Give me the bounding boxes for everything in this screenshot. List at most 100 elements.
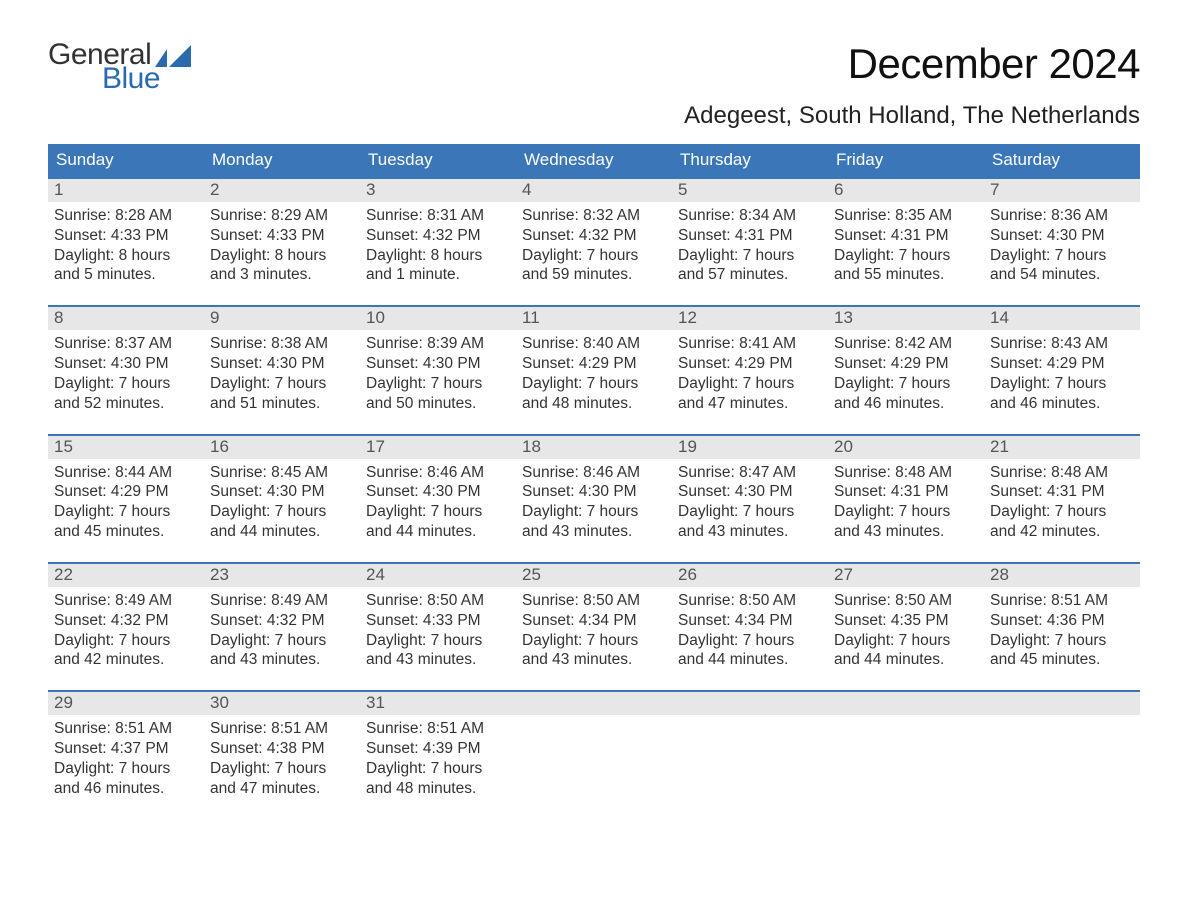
day-number-row: 17	[360, 436, 516, 459]
day-body: Sunrise: 8:51 AMSunset: 4:36 PMDaylight:…	[984, 587, 1140, 676]
daylight-line1: Daylight: 7 hours	[210, 374, 354, 394]
day-number-row: 30	[204, 692, 360, 715]
day-number: 11	[522, 308, 540, 327]
daylight-line1: Daylight: 7 hours	[678, 502, 822, 522]
daylight-line1: Daylight: 7 hours	[834, 502, 978, 522]
sunset-text: Sunset: 4:34 PM	[678, 611, 822, 631]
daylight-line2: and 50 minutes.	[366, 394, 510, 414]
day-number: 10	[366, 308, 385, 327]
sunrise-text: Sunrise: 8:40 AM	[522, 334, 666, 354]
daylight-line2: and 48 minutes.	[366, 779, 510, 799]
day-body: Sunrise: 8:49 AMSunset: 4:32 PMDaylight:…	[48, 587, 204, 676]
day-body: Sunrise: 8:46 AMSunset: 4:30 PMDaylight:…	[360, 459, 516, 548]
calendar-week: 8Sunrise: 8:37 AMSunset: 4:30 PMDaylight…	[48, 305, 1140, 419]
day-number: 9	[210, 308, 219, 327]
day-number: 6	[834, 180, 843, 199]
day-body: Sunrise: 8:31 AMSunset: 4:32 PMDaylight:…	[360, 202, 516, 291]
sunset-text: Sunset: 4:33 PM	[366, 611, 510, 631]
sunrise-text: Sunrise: 8:32 AM	[522, 206, 666, 226]
daylight-line1: Daylight: 7 hours	[54, 759, 198, 779]
daylight-line1: Daylight: 7 hours	[366, 374, 510, 394]
day-number-row	[984, 692, 1140, 715]
daylight-line1: Daylight: 7 hours	[54, 374, 198, 394]
calendar-day: 16Sunrise: 8:45 AMSunset: 4:30 PMDayligh…	[204, 436, 360, 548]
calendar-day: 4Sunrise: 8:32 AMSunset: 4:32 PMDaylight…	[516, 179, 672, 291]
day-number-row: 31	[360, 692, 516, 715]
sunrise-text: Sunrise: 8:49 AM	[210, 591, 354, 611]
daylight-line2: and 45 minutes.	[54, 522, 198, 542]
calendar-day: 8Sunrise: 8:37 AMSunset: 4:30 PMDaylight…	[48, 307, 204, 419]
day-number: 30	[210, 693, 229, 712]
daylight-line1: Daylight: 8 hours	[210, 246, 354, 266]
day-number: 14	[990, 308, 1009, 327]
day-number-row: 24	[360, 564, 516, 587]
daylight-line2: and 44 minutes.	[834, 650, 978, 670]
sunrise-text: Sunrise: 8:31 AM	[366, 206, 510, 226]
day-body	[828, 715, 984, 725]
day-number: 31	[366, 693, 385, 712]
day-number-row: 15	[48, 436, 204, 459]
day-body: Sunrise: 8:42 AMSunset: 4:29 PMDaylight:…	[828, 330, 984, 419]
day-number: 20	[834, 437, 853, 456]
logo-text-blue: Blue	[102, 64, 191, 94]
calendar-day: 6 Sunrise: 8:35 AMSunset: 4:31 PMDaylight…	[828, 179, 984, 291]
day-number: 3	[366, 180, 375, 199]
weekday-header: Friday	[828, 144, 984, 177]
calendar-day: 5Sunrise: 8:34 AMSunset: 4:31 PMDaylight…	[672, 179, 828, 291]
daylight-line1: Daylight: 7 hours	[522, 502, 666, 522]
day-number-row: 16	[204, 436, 360, 459]
day-number: 23	[210, 565, 229, 584]
sunset-text: Sunset: 4:38 PM	[210, 739, 354, 759]
day-number-row: 10	[360, 307, 516, 330]
month-title: December 2024	[684, 40, 1140, 88]
daylight-line2: and 47 minutes.	[678, 394, 822, 414]
day-number-row	[828, 692, 984, 715]
daylight-line2: and 43 minutes.	[522, 522, 666, 542]
weekday-header: Wednesday	[516, 144, 672, 177]
daylight-line2: and 44 minutes.	[210, 522, 354, 542]
day-body	[672, 715, 828, 725]
day-body: Sunrise: 8:35 AMSunset: 4:31 PMDaylight:…	[828, 202, 984, 291]
location-text: Adegeest, South Holland, The Netherlands	[684, 102, 1140, 130]
calendar-day: 31Sunrise: 8:51 AMSunset: 4:39 PMDayligh…	[360, 692, 516, 804]
weekday-header: Sunday	[48, 144, 204, 177]
day-body	[516, 715, 672, 725]
sunrise-text: Sunrise: 8:47 AM	[678, 463, 822, 483]
day-body: Sunrise: 8:28 AMSunset: 4:33 PMDaylight:…	[48, 202, 204, 291]
calendar-day: 25Sunrise: 8:50 AMSunset: 4:34 PMDayligh…	[516, 564, 672, 676]
calendar-day: 27Sunrise: 8:50 AMSunset: 4:35 PMDayligh…	[828, 564, 984, 676]
day-number-row: 14	[984, 307, 1140, 330]
daylight-line1: Daylight: 7 hours	[834, 631, 978, 651]
calendar-day: 15Sunrise: 8:44 AMSunset: 4:29 PMDayligh…	[48, 436, 204, 548]
daylight-line1: Daylight: 7 hours	[54, 631, 198, 651]
sunrise-text: Sunrise: 8:49 AM	[54, 591, 198, 611]
day-number-row: 28	[984, 564, 1140, 587]
day-number-row: 19	[672, 436, 828, 459]
weekday-header-row: SundayMondayTuesdayWednesdayThursdayFrid…	[48, 144, 1140, 177]
daylight-line2: and 44 minutes.	[366, 522, 510, 542]
day-number: 21	[990, 437, 1009, 456]
daylight-line2: and 46 minutes.	[834, 394, 978, 414]
day-number-row: 6	[828, 179, 984, 202]
day-body: Sunrise: 8:48 AMSunset: 4:31 PMDaylight:…	[828, 459, 984, 548]
day-body	[984, 715, 1140, 725]
day-number-row: 22	[48, 564, 204, 587]
sunrise-text: Sunrise: 8:46 AM	[522, 463, 666, 483]
sunset-text: Sunset: 4:32 PM	[210, 611, 354, 631]
sunrise-text: Sunrise: 8:35 AM	[834, 206, 978, 226]
daylight-line1: Daylight: 7 hours	[522, 374, 666, 394]
day-body: Sunrise: 8:34 AMSunset: 4:31 PMDaylight:…	[672, 202, 828, 291]
daylight-line2: and 43 minutes.	[834, 522, 978, 542]
daylight-line1: Daylight: 7 hours	[522, 246, 666, 266]
calendar-day: 1 Sunrise: 8:28 AMSunset: 4:33 PMDaylight…	[48, 179, 204, 291]
daylight-line1: Daylight: 7 hours	[990, 374, 1134, 394]
sunset-text: Sunset: 4:30 PM	[54, 354, 198, 374]
daylight-line2: and 55 minutes.	[834, 265, 978, 285]
title-block: December 2024 Adegeest, South Holland, T…	[684, 40, 1140, 130]
calendar-day: 14Sunrise: 8:43 AMSunset: 4:29 PMDayligh…	[984, 307, 1140, 419]
day-number: 1	[54, 180, 63, 199]
day-body: Sunrise: 8:51 AMSunset: 4:37 PMDaylight:…	[48, 715, 204, 804]
day-body: Sunrise: 8:44 AMSunset: 4:29 PMDaylight:…	[48, 459, 204, 548]
sunset-text: Sunset: 4:32 PM	[366, 226, 510, 246]
day-body: Sunrise: 8:39 AMSunset: 4:30 PMDaylight:…	[360, 330, 516, 419]
